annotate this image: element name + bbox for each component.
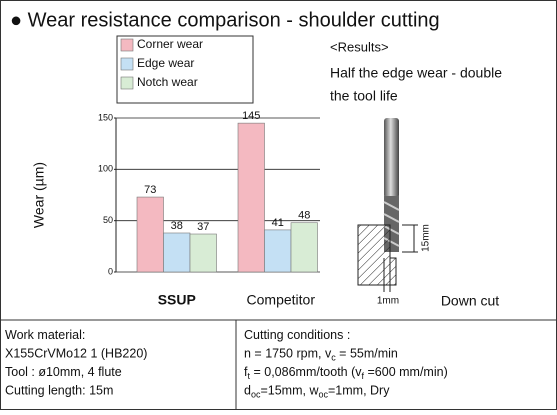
text-part: Work material: <box>5 328 85 342</box>
x-tick-label: SSUP <box>158 292 196 308</box>
y-tick-label: 150 <box>98 112 113 122</box>
tool-diagram <box>357 118 418 292</box>
chart-title: ● Wear resistance comparison - shoulder … <box>10 9 440 31</box>
mode-label: Down cut <box>441 293 499 309</box>
bar <box>163 232 191 273</box>
bar <box>237 122 265 273</box>
depth-label: 15mm <box>421 224 432 252</box>
subscript: f <box>362 371 365 381</box>
table-line: X155CrVMo12 1 (HB220) <box>5 347 147 361</box>
data-label: 38 <box>171 220 183 232</box>
width-label: 1mm <box>377 296 399 307</box>
subscript: c <box>331 353 336 363</box>
y-axis-label: Wear (µm) <box>31 162 47 228</box>
text-part: =1mm, Dry <box>328 384 390 398</box>
bar <box>189 233 217 273</box>
text-part: = 55m/min <box>336 347 398 361</box>
legend-label: Notch wear <box>137 75 198 89</box>
results-line: Half the edge wear - double <box>330 65 502 81</box>
legend-swatch <box>120 38 134 52</box>
text-part: Tool : ø10mm, 4 flute <box>5 365 122 379</box>
table-line: ft = 0,086mm/tooth (vf =600 mm/min) <box>244 365 448 381</box>
data-label: 37 <box>197 221 209 233</box>
text-part: =600 mm/min) <box>364 365 448 379</box>
table-line: Cutting length: 15m <box>5 384 113 398</box>
data-label: 48 <box>298 210 310 222</box>
data-label: 73 <box>144 184 156 196</box>
legend-box <box>116 35 254 104</box>
text-part: n = 1750 rpm, v <box>244 347 332 361</box>
table-line: n = 1750 rpm, vc = 55m/min <box>244 347 398 363</box>
data-label: 145 <box>242 110 260 122</box>
plot: 0 50 100 150 SSUP 73 38 37 Competitor 145 41 48 Corn… <box>98 37 320 308</box>
results-line: the tool life <box>330 88 398 104</box>
text-part: X155CrVMo12 1 (HB220) <box>5 347 147 361</box>
results-heading: <Results> <box>330 39 389 54</box>
table-line: Cutting conditions : <box>244 328 350 342</box>
text-part: = 0,086mm/tooth (v <box>250 365 362 379</box>
text-part: =15mm, w <box>260 384 319 398</box>
table-line: doc=15mm, woc=1mm, Dry <box>244 384 390 400</box>
subscript: oc <box>318 390 328 400</box>
data-label: 41 <box>272 217 284 229</box>
table-line: Work material: <box>5 328 85 342</box>
legend-swatch <box>120 57 134 71</box>
table: Work material: X155CrVMo12 1 (HB220) Tool … <box>5 328 448 400</box>
text-part: f <box>244 365 248 379</box>
bar <box>136 196 164 273</box>
subscript: t <box>247 371 250 381</box>
y-tick-label: 100 <box>98 164 113 174</box>
table-line: Tool : ø10mm, 4 flute <box>5 365 122 379</box>
text-part: Cutting conditions : <box>244 328 350 342</box>
bar <box>264 229 292 273</box>
x-tick-label: Competitor <box>247 292 316 308</box>
y-tick-label: 0 <box>108 266 113 276</box>
subscript: oc <box>251 390 261 400</box>
legend-label: Edge wear <box>137 56 194 70</box>
legend-label: Corner wear <box>137 37 203 51</box>
text-part: d <box>244 384 251 398</box>
y-tick-label: 50 <box>103 215 113 225</box>
bar <box>290 222 318 273</box>
legend-swatch <box>120 76 134 90</box>
text-part: Cutting length: 15m <box>5 384 113 398</box>
